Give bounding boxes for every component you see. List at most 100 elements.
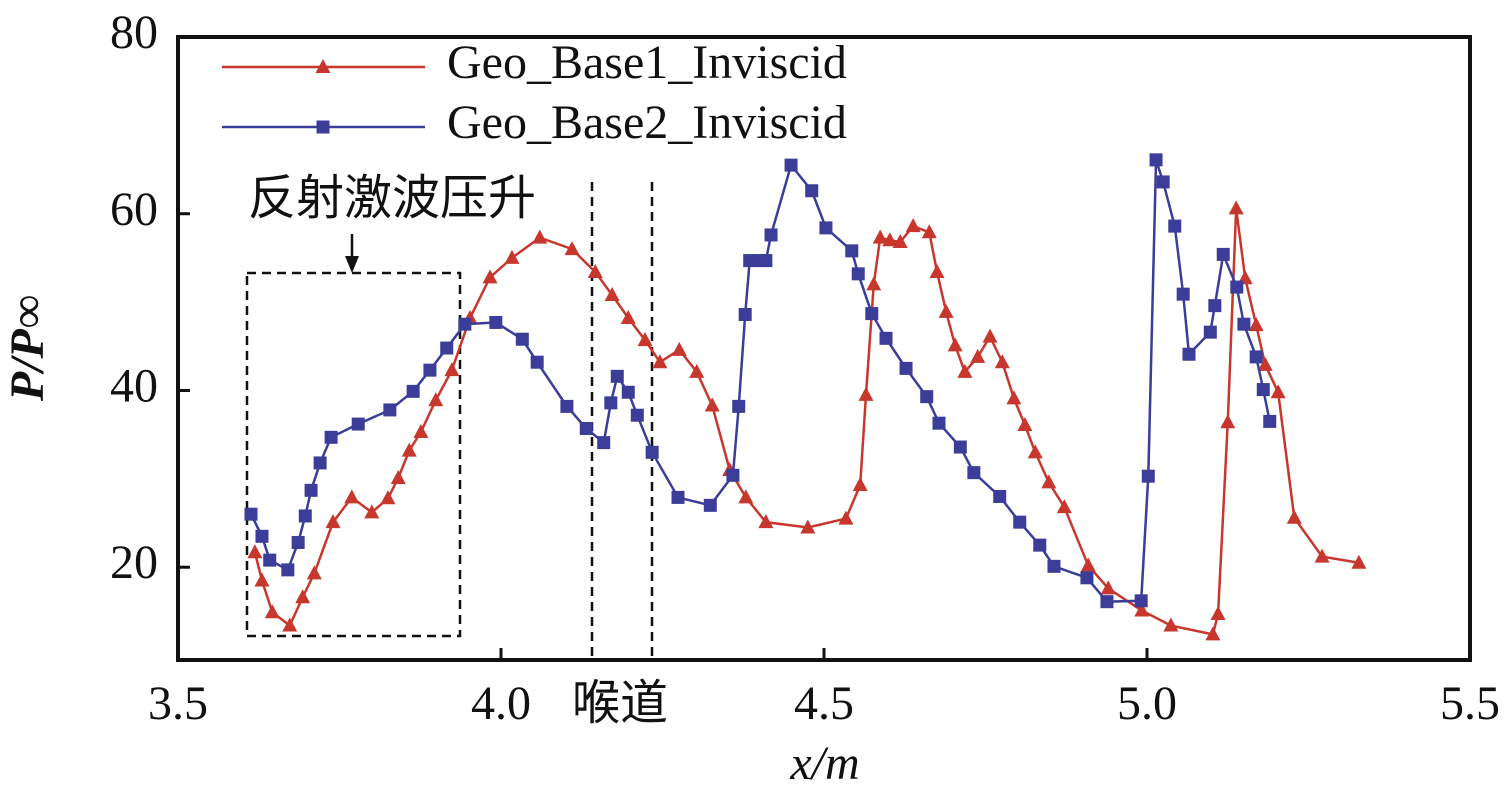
data-point	[1168, 219, 1182, 233]
legend-label: Geo_Base1_Inviscid	[447, 36, 847, 89]
data-point	[351, 417, 365, 431]
data-point	[1027, 444, 1043, 459]
data-point	[406, 384, 420, 398]
data-point	[1013, 515, 1027, 529]
data-point	[620, 310, 636, 325]
data-point	[440, 341, 454, 355]
data-point	[957, 363, 973, 378]
data-point	[304, 483, 318, 497]
x-tick-label: 4.5	[794, 677, 854, 730]
data-point	[764, 228, 778, 242]
data-point	[282, 617, 298, 632]
data-point	[1203, 325, 1217, 339]
data-point	[1351, 554, 1367, 569]
x-axis-label: x/m	[789, 737, 859, 790]
legend-marker	[315, 59, 331, 73]
data-point	[295, 589, 311, 604]
data-point	[970, 348, 986, 363]
data-point	[1286, 509, 1302, 524]
data-point	[1205, 626, 1221, 641]
x-tick-label: 4.0	[471, 677, 531, 730]
data-point	[929, 264, 945, 279]
data-point	[838, 510, 854, 525]
x-tick-label: 5.0	[1117, 677, 1177, 730]
data-point	[738, 489, 754, 504]
data-point	[383, 403, 397, 417]
data-point	[264, 604, 280, 619]
data-point	[671, 490, 685, 504]
data-point	[1047, 559, 1061, 573]
data-point	[689, 363, 705, 378]
data-point	[1156, 175, 1170, 189]
data-point	[784, 158, 798, 172]
data-point	[1256, 383, 1270, 397]
data-point	[324, 430, 338, 444]
data-point	[1263, 414, 1277, 428]
annotation-box	[245, 271, 462, 638]
data-point	[1100, 595, 1114, 609]
data-point	[380, 490, 396, 505]
legend-label: Geo_Base2_Inviscid	[447, 96, 847, 149]
data-point	[882, 232, 898, 247]
data-point	[560, 399, 574, 413]
x-tick-label: 3.5	[148, 677, 208, 730]
annotation: 反射激波压升	[248, 172, 536, 225]
data-point	[800, 519, 816, 534]
data-point	[247, 544, 263, 559]
data-point	[866, 276, 882, 291]
annotation-shapes	[245, 182, 654, 660]
data-point	[892, 234, 908, 249]
data-point	[1100, 580, 1116, 595]
data-point	[1237, 317, 1251, 331]
data-point	[281, 563, 295, 577]
data-point	[982, 328, 998, 343]
data-point	[401, 442, 417, 457]
data-point	[630, 408, 644, 422]
data-point	[254, 572, 270, 587]
data-point	[920, 390, 934, 404]
data-point	[1216, 247, 1230, 261]
data-point	[604, 396, 618, 410]
data-point	[444, 362, 460, 377]
data-point	[532, 229, 548, 244]
data-point	[1249, 350, 1263, 364]
data-point	[610, 369, 624, 383]
data-point	[738, 307, 752, 321]
data-point	[637, 332, 653, 347]
data-point	[1248, 317, 1264, 332]
data-point	[1041, 474, 1057, 489]
data-point	[858, 386, 874, 401]
data-point	[515, 332, 529, 346]
data-point	[852, 477, 868, 492]
annotation-arrowhead	[345, 256, 359, 273]
data-point	[732, 399, 746, 413]
data-point	[819, 221, 833, 235]
data-point	[865, 307, 879, 321]
data-point	[298, 509, 312, 523]
y-tick-label: 80	[110, 6, 158, 59]
data-point	[1270, 384, 1286, 399]
annotation: 喉道	[572, 677, 668, 730]
data-point	[1080, 557, 1096, 572]
data-point	[872, 229, 888, 244]
data-point	[621, 385, 635, 399]
data-point	[851, 267, 865, 281]
data-point	[1230, 280, 1244, 294]
data-point	[597, 436, 611, 450]
data-point	[905, 218, 921, 233]
data-point	[344, 489, 360, 504]
data-point	[458, 317, 472, 331]
data-point	[1163, 617, 1179, 632]
data-point	[1257, 356, 1273, 371]
data-point	[1134, 602, 1150, 617]
legend-marker	[316, 120, 330, 134]
data-point	[1228, 200, 1244, 215]
data-point	[759, 254, 773, 268]
data-point	[291, 535, 305, 549]
y-tick-label: 60	[110, 183, 158, 236]
data-point	[899, 361, 913, 375]
data-point	[1141, 469, 1155, 483]
data-point	[1182, 347, 1196, 361]
data-point	[994, 354, 1010, 369]
data-point	[704, 397, 720, 412]
